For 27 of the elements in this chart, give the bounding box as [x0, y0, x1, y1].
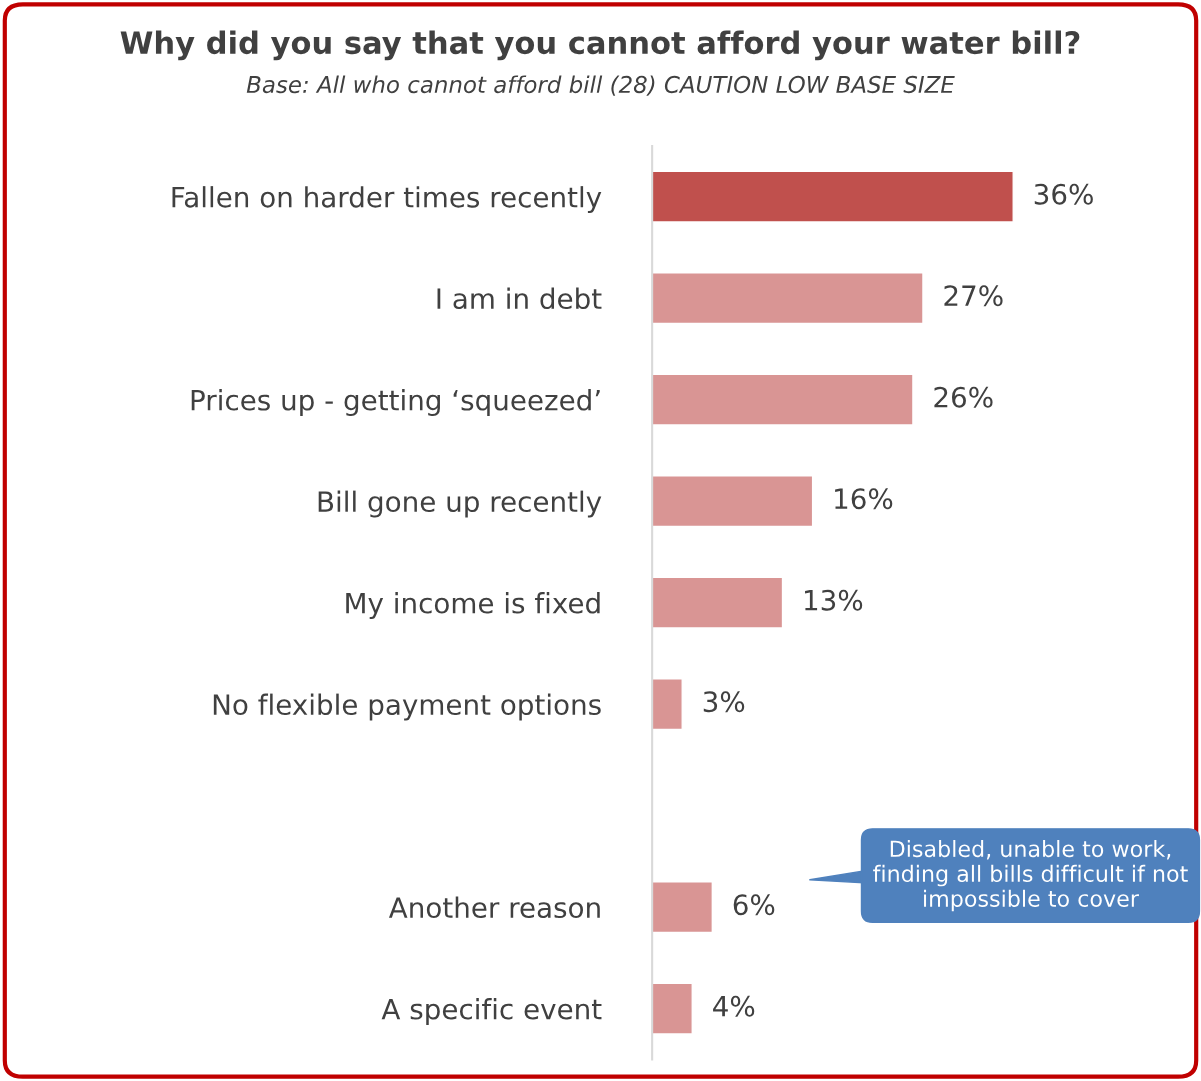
bar — [652, 576, 784, 629]
data-label: 26% — [934, 386, 993, 408]
data-label: 36% — [1034, 183, 1093, 205]
bar — [652, 881, 714, 934]
bar — [652, 373, 914, 426]
chart-title: Why did you say that you cannot afford your water bill? — [120, 30, 1080, 61]
y-tick-label: Prices up - getting ‘squeezed’ — [191, 389, 600, 416]
chart-subtitle: Base: All who cannot afford bill (28) CAUTION LOW BASE SIZE — [246, 75, 955, 96]
annotation: Disabled, unable to work, finding all bills difficult if not impossible to cover — [873, 839, 1188, 912]
bar — [652, 475, 814, 528]
bar — [652, 272, 924, 325]
bar — [652, 678, 683, 731]
y-tick-label: I am in debt — [437, 287, 602, 310]
data-label: 3% — [703, 691, 745, 713]
y-tick-label: Another reason — [388, 896, 600, 919]
y-tick-label: No flexible payment options — [213, 693, 601, 721]
data-label: 16% — [835, 488, 893, 510]
bar — [652, 982, 693, 1035]
y-tick-label: Fallen on harder times recently — [172, 186, 602, 214]
y-tick-label: A specific event — [381, 998, 602, 1025]
data-label: 13% — [805, 589, 863, 611]
data-label: 4% — [713, 995, 755, 1017]
y-tick-label: My income is fixed — [346, 592, 600, 619]
bar — [652, 170, 1014, 223]
data-label: 6% — [733, 894, 775, 916]
y-tick-label: Bill gone up recently — [318, 490, 602, 518]
data-label: 27% — [944, 285, 1003, 307]
